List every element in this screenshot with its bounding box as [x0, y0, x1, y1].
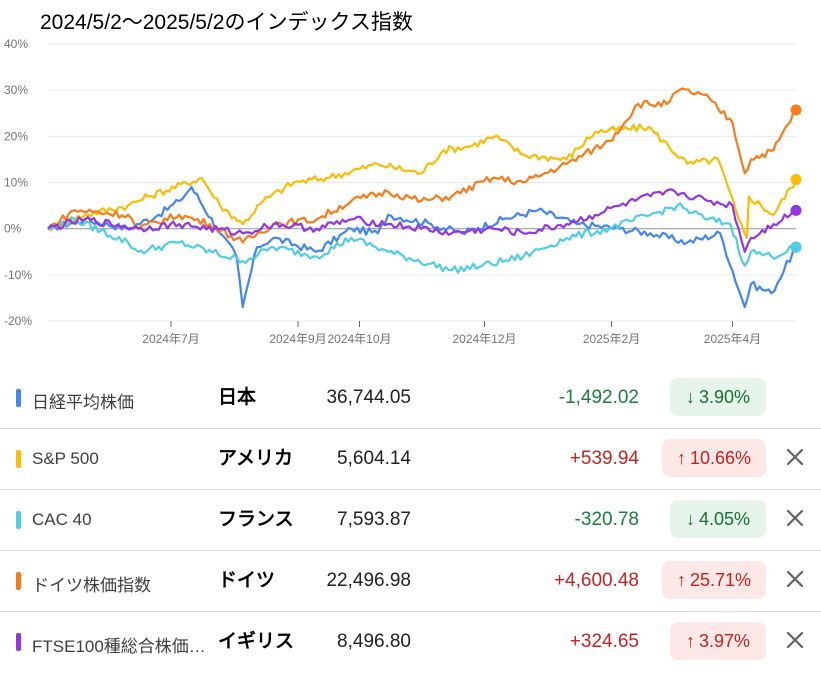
series-color-swatch — [16, 389, 21, 407]
percent-change-badge: ↑ 3.97% — [670, 622, 766, 660]
index-name: ドイツ株価指数 — [32, 576, 151, 595]
x-tick-label: 2025年4月 — [704, 332, 761, 346]
percent-value: 25.71% — [689, 569, 752, 590]
index-row-nikkei[interactable]: 日経平均株価 日本 36,744.05 -1,492.02 ↓ 3.90% — [0, 368, 821, 429]
index-change: +539.94 — [569, 448, 639, 469]
y-tick-label: -20% — [4, 314, 32, 328]
index-change: -320.78 — [574, 509, 639, 530]
percent-value: 3.90% — [698, 386, 751, 407]
y-tick-label: 0% — [4, 222, 22, 236]
country-label: フランス — [218, 509, 294, 530]
percent-change-badge: ↓ 4.05% — [670, 500, 766, 538]
index-name: S&P 500 — [32, 449, 99, 468]
x-tick-label: 2024年9月 — [269, 332, 326, 346]
y-tick-label: 20% — [4, 129, 28, 143]
index-row-ftse100[interactable]: FTSE100種総合株価… イギリス 8,496.80 +324.65 ↑ 3.9… — [0, 612, 821, 672]
index-row-cac40[interactable]: CAC 40 フランス 7,593.87 -320.78 ↓ 4.05% — [0, 490, 821, 551]
series-color-swatch — [16, 450, 21, 468]
series-line — [47, 123, 798, 239]
index-price: 22,496.98 — [326, 570, 411, 591]
index-list: 日経平均株価 日本 36,744.05 -1,492.02 ↓ 3.90% S&P… — [0, 368, 821, 672]
percent-value: 4.05% — [698, 508, 751, 529]
index-change: +324.65 — [569, 631, 639, 652]
x-tick-label: 2024年12月 — [452, 332, 516, 346]
index-change: -1,492.02 — [558, 387, 639, 408]
percent-change-badge: ↑ 25.71% — [662, 561, 766, 599]
series-end-point — [790, 104, 802, 116]
series-line — [47, 188, 797, 253]
percent-change-badge: ↑ 10.66% — [662, 439, 766, 477]
close-icon — [786, 509, 804, 527]
percent-change-badge: ↓ 3.90% — [670, 378, 766, 416]
arrow-up-icon: ↑ — [676, 447, 686, 468]
series-end-point — [790, 204, 802, 216]
index-row-sp500[interactable]: S&P 500 アメリカ 5,604.14 +539.94 ↑ 10.66% — [0, 429, 821, 490]
arrow-down-icon: ↓ — [685, 508, 695, 529]
country-label: アメリカ — [218, 448, 294, 469]
series-line — [47, 186, 797, 309]
remove-index-button[interactable] — [781, 626, 809, 654]
index-price: 36,744.05 — [326, 387, 411, 408]
series-color-swatch — [16, 633, 21, 651]
y-tick-label: 40% — [4, 37, 28, 51]
close-icon — [786, 448, 804, 466]
series-color-swatch — [16, 511, 21, 529]
index-line-chart: 40%30%20%10%0%-10%-20%2024年7月 2024年9月 2024… — [4, 37, 802, 346]
country-label: イギリス — [218, 631, 295, 652]
series-color-swatch — [16, 572, 21, 590]
percent-value: 10.66% — [689, 447, 752, 468]
remove-index-button[interactable] — [781, 504, 809, 532]
index-price: 5,604.14 — [337, 448, 411, 469]
x-tick-label: 2024年10月 — [327, 332, 391, 346]
remove-index-button[interactable] — [781, 565, 809, 593]
y-tick-label: 10% — [4, 176, 28, 190]
index-name: 日経平均株価 — [32, 393, 134, 412]
series-line — [48, 202, 797, 274]
y-tick-label: -10% — [4, 268, 32, 282]
series-line — [47, 87, 797, 244]
index-change: +4,600.48 — [553, 570, 639, 591]
x-tick-label: 2025年2月 — [583, 332, 640, 346]
close-icon — [786, 570, 804, 588]
x-tick-label: 2024年7月 — [142, 332, 199, 346]
series-end-point — [790, 173, 802, 185]
index-name: FTSE100種総合株価… — [32, 637, 206, 656]
percent-value: 3.97% — [698, 630, 751, 651]
arrow-down-icon: ↓ — [685, 386, 695, 407]
index-price: 8,496.80 — [337, 631, 411, 652]
chart-title: 2024/5/2～2025/5/2のインデックス指数 — [40, 11, 413, 34]
country-label: ドイツ — [218, 570, 276, 591]
index-name: CAC 40 — [32, 510, 92, 529]
remove-index-button[interactable] — [781, 443, 809, 471]
country-label: 日本 — [218, 387, 257, 408]
arrow-up-icon: ↑ — [685, 630, 695, 651]
close-icon — [786, 631, 804, 649]
index-row-dax[interactable]: ドイツ株価指数 ドイツ 22,496.98 +4,600.48 ↑ 25.71% — [0, 551, 821, 612]
arrow-up-icon: ↑ — [676, 569, 686, 590]
y-tick-label: 30% — [4, 83, 28, 97]
index-price: 7,593.87 — [337, 509, 411, 530]
series-end-point — [790, 241, 802, 253]
